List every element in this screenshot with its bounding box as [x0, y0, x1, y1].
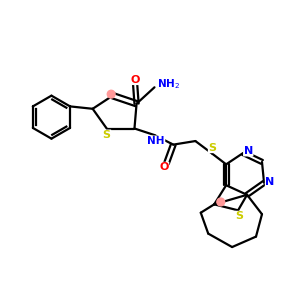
Text: S: S — [103, 130, 111, 140]
Text: N: N — [244, 146, 253, 156]
Text: O: O — [159, 162, 169, 172]
Circle shape — [107, 90, 115, 98]
Text: S: S — [208, 142, 216, 153]
Text: O: O — [130, 74, 140, 85]
Text: N: N — [266, 177, 275, 187]
Circle shape — [217, 198, 225, 206]
Text: S: S — [236, 211, 244, 221]
Text: NH: NH — [147, 136, 165, 146]
Text: NH$_2$: NH$_2$ — [157, 77, 180, 91]
